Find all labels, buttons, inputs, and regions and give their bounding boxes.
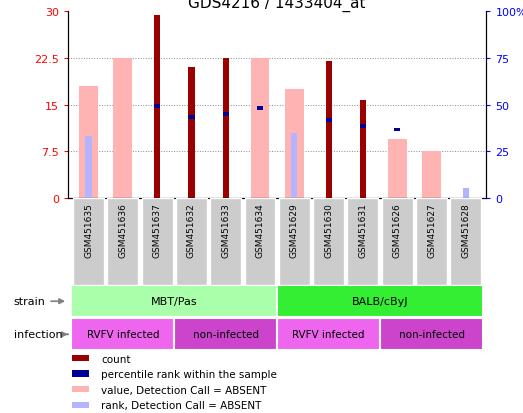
Bar [210,198,241,285]
Bar [360,125,366,129]
Bar [422,152,441,198]
Bar [291,133,298,198]
Title: GDS4216 / 1433404_at: GDS4216 / 1433404_at [188,0,366,12]
Bar [72,386,89,392]
Bar [72,319,174,350]
Bar [72,355,89,361]
Text: GSM451627: GSM451627 [427,203,436,257]
Text: GSM451628: GSM451628 [461,203,470,257]
Bar [113,59,132,198]
Bar [73,198,104,285]
Text: GSM451629: GSM451629 [290,203,299,257]
Bar [72,401,89,408]
Bar [176,198,207,285]
Bar [416,198,447,285]
Bar [188,68,195,198]
Bar [388,140,407,198]
Bar [450,198,481,285]
Text: value, Detection Call = ABSENT: value, Detection Call = ABSENT [101,385,267,395]
Text: percentile rank within the sample: percentile rank within the sample [101,369,277,379]
Bar [85,136,92,198]
Text: GSM451635: GSM451635 [84,203,93,257]
Text: infection: infection [14,330,68,339]
Bar [223,59,229,198]
Bar [325,62,332,198]
Bar [245,198,276,285]
Bar [279,198,310,285]
Bar [382,198,413,285]
Text: non-infected: non-infected [399,330,464,339]
Bar [72,286,277,317]
Bar [277,319,380,350]
Text: GSM451631: GSM451631 [358,203,368,257]
Text: BALB/cByJ: BALB/cByJ [352,297,408,306]
Text: GSM451632: GSM451632 [187,203,196,257]
Text: RVFV infected: RVFV infected [292,330,365,339]
Bar [79,87,98,198]
Bar [360,100,366,198]
Text: GSM451637: GSM451637 [153,203,162,257]
Bar [313,198,344,285]
Bar [154,16,160,198]
Text: GSM451636: GSM451636 [118,203,128,257]
Text: GSM451630: GSM451630 [324,203,333,257]
Bar [285,90,304,198]
Bar [325,119,332,123]
Bar [251,59,269,198]
Text: rank, Detection Call = ABSENT: rank, Detection Call = ABSENT [101,400,262,410]
Bar [394,128,400,132]
Bar [72,370,89,377]
Bar [380,319,483,350]
Bar [463,189,469,198]
Text: GSM451626: GSM451626 [393,203,402,257]
Bar [154,105,160,109]
Text: strain: strain [14,297,63,306]
Bar [174,319,277,350]
Text: MBT/Pas: MBT/Pas [151,297,198,306]
Bar [347,198,378,285]
Text: GSM451634: GSM451634 [256,203,265,257]
Bar [142,198,173,285]
Bar [277,286,483,317]
Bar [188,116,195,120]
Bar [257,107,263,110]
Text: count: count [101,354,131,364]
Bar [107,198,138,285]
Text: non-infected: non-infected [193,330,259,339]
Bar [223,113,229,116]
Text: GSM451633: GSM451633 [221,203,230,257]
Text: RVFV infected: RVFV infected [87,330,159,339]
